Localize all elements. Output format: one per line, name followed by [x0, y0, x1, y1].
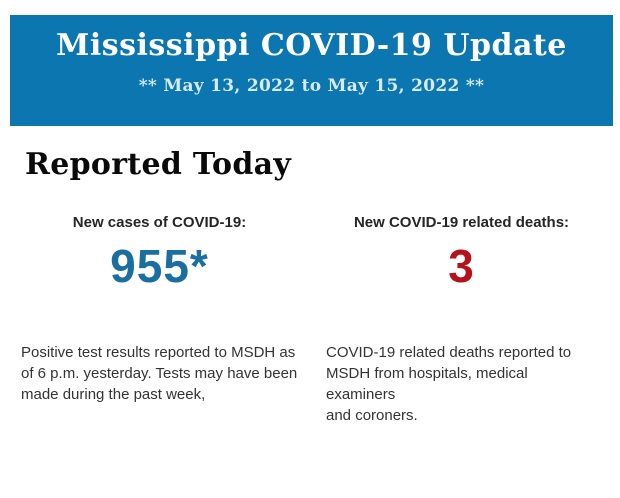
stat-card-new-deaths: New COVID-19 related deaths: 3 COVID-19 …	[326, 214, 597, 426]
new-deaths-description: COVID-19 related deaths reported to MSDH…	[326, 344, 572, 424]
new-deaths-value: 3	[448, 240, 475, 292]
header-banner: Mississippi COVID-19 Update ** May 13, 2…	[10, 15, 613, 126]
page: { "banner": { "bg_color": "#0b76b0", "ti…	[0, 15, 620, 498]
banner-date-range: ** May 13, 2022 to May 15, 2022 **	[138, 76, 485, 96]
banner-title: Mississippi COVID-19 Update	[56, 28, 567, 63]
stats-row: New cases of COVID-19: 955* Positive tes…	[21, 214, 620, 426]
section-heading: Reported Today	[25, 147, 292, 182]
new-cases-description: Positive test results reported to MSDH a…	[21, 344, 298, 403]
new-cases-value: 955*	[110, 240, 209, 292]
new-deaths-label: New COVID-19 related deaths:	[353, 214, 570, 231]
stat-card-new-cases: New cases of COVID-19: 955* Positive tes…	[21, 214, 298, 426]
new-cases-label: New cases of COVID-19:	[72, 214, 247, 231]
